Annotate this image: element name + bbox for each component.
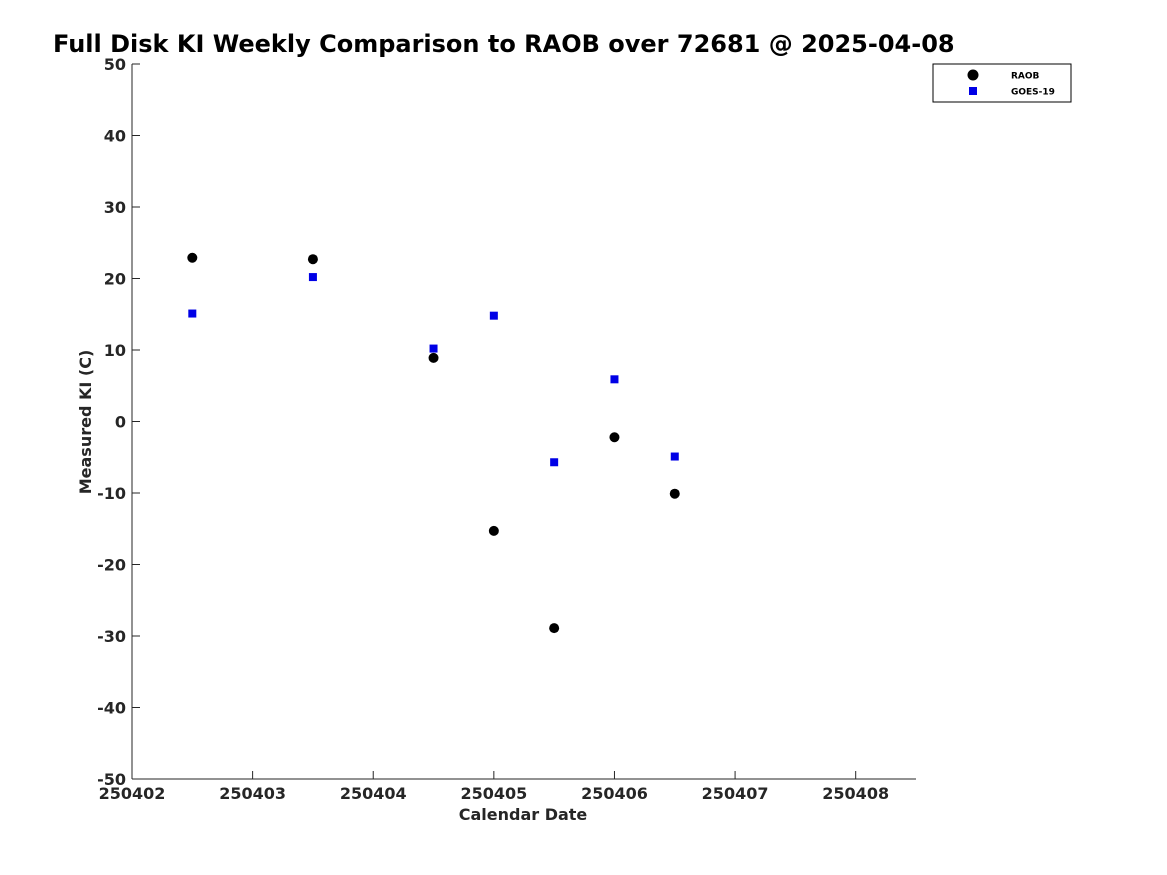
x-axis-label: Calendar Date bbox=[459, 805, 588, 824]
goes-19-point bbox=[550, 458, 559, 467]
x-tick-label: 250405 bbox=[460, 784, 527, 803]
goes-19-point bbox=[670, 452, 679, 461]
raob-point bbox=[428, 352, 439, 363]
x-tick-label: 250406 bbox=[581, 784, 648, 803]
goes-19-point bbox=[610, 375, 619, 384]
y-tick-label: 30 bbox=[104, 198, 126, 217]
x-tick-label: 250402 bbox=[99, 784, 166, 803]
raob-point bbox=[187, 252, 198, 263]
y-tick-label: 0 bbox=[115, 413, 126, 432]
legend-raob-marker bbox=[967, 69, 979, 81]
raob-point bbox=[669, 488, 680, 499]
y-axis-ticks: 50 40 30 20 10 0 -10 -20 -30 -40 -50 bbox=[97, 55, 140, 789]
legend-goes-19-marker bbox=[969, 87, 977, 95]
raob-point bbox=[609, 432, 620, 443]
y-tick-label: -10 bbox=[97, 484, 126, 503]
x-tick-label: 250408 bbox=[822, 784, 889, 803]
raob-point bbox=[549, 623, 560, 634]
goes-19-point bbox=[188, 309, 197, 318]
y-tick-label: -30 bbox=[97, 627, 126, 646]
legend-label: GOES-19 bbox=[1011, 88, 1055, 98]
y-tick-label: 10 bbox=[104, 341, 126, 360]
y-axis-label: Measured KI (C) bbox=[76, 350, 95, 495]
series-raob bbox=[187, 252, 680, 634]
legend-box bbox=[932, 63, 1072, 103]
y-tick-label: 50 bbox=[104, 55, 126, 74]
y-tick-label: -20 bbox=[97, 556, 126, 575]
raob-point bbox=[488, 525, 499, 536]
chart-title: Full Disk KI Weekly Comparison to RAOB o… bbox=[53, 30, 955, 58]
data-series bbox=[187, 252, 680, 634]
goes-19-point bbox=[308, 273, 317, 282]
goes-19-point bbox=[429, 344, 438, 353]
plot-axes bbox=[131, 64, 916, 780]
x-tick-label: 250403 bbox=[219, 784, 286, 803]
legend: RAOB GOES-19 bbox=[932, 63, 1072, 103]
x-tick-label: 250407 bbox=[702, 784, 769, 803]
raob-point bbox=[307, 254, 318, 265]
x-axis-ticks: 250402 250403 250404 250405 250406 250407 2504… bbox=[99, 771, 889, 803]
legend-label: RAOB bbox=[1011, 72, 1040, 82]
y-tick-label: -40 bbox=[97, 699, 126, 718]
y-tick-label: 40 bbox=[104, 127, 126, 146]
x-tick-label: 250404 bbox=[340, 784, 407, 803]
goes-19-point bbox=[489, 311, 498, 320]
series-goes-19 bbox=[188, 273, 679, 467]
y-tick-label: 20 bbox=[104, 270, 126, 289]
y-tick-label: -50 bbox=[97, 770, 126, 789]
